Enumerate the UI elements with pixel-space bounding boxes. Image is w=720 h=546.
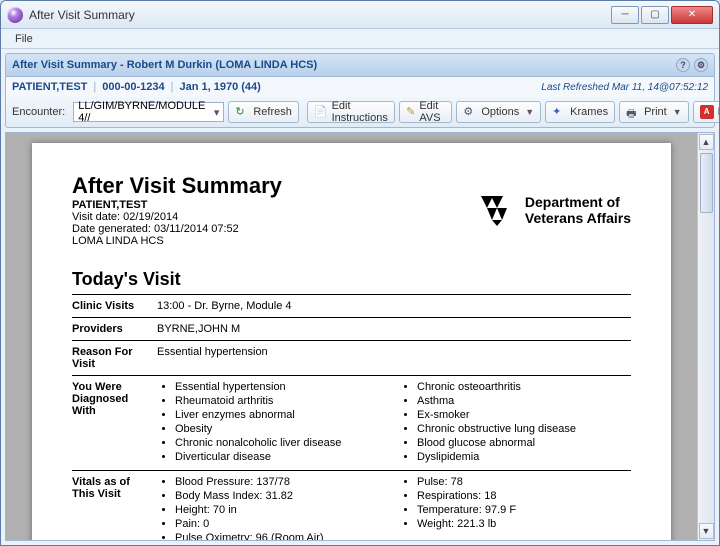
pdf-button[interactable]: A PDF	[693, 101, 719, 123]
facility: LOMA LINDA HCS	[72, 235, 475, 247]
list-item: Pain: 0	[175, 518, 389, 530]
dept-line-1: Department of	[525, 194, 631, 210]
window-buttons: ─ ▢ ✕	[609, 6, 713, 24]
list-item: Chronic obstructive lung disease	[417, 423, 631, 435]
pencil-icon: ✎	[406, 105, 415, 119]
gear-icon: ⚙	[463, 105, 477, 119]
list-item: Ex-smoker	[417, 409, 631, 421]
menu-file[interactable]: File	[7, 31, 41, 47]
patient-dob: Jan 1, 1970 (44)	[179, 81, 260, 93]
maximize-button[interactable]: ▢	[641, 6, 669, 24]
visit-date: Visit date: 02/19/2014	[72, 211, 475, 223]
krames-icon: ✦	[552, 105, 566, 119]
encounter-select[interactable]: LL/GIM/BYRNE/MODULE 4//	[73, 102, 224, 122]
list-item: Height: 70 in	[175, 504, 389, 516]
scroll-up-button[interactable]: ▲	[699, 134, 714, 150]
list-item: Pulse: 78	[417, 476, 631, 488]
diagnosed-right: Chronic osteoarthritis Asthma Ex-smoker Chr…	[399, 381, 631, 465]
scroll-thumb[interactable]	[700, 153, 713, 213]
va-seal-icon	[475, 192, 517, 228]
print-icon: 🖶	[626, 105, 640, 119]
minimize-button[interactable]: ─	[611, 6, 639, 24]
document-viewport[interactable]: After Visit Summary PATIENT,TEST Visit d…	[6, 133, 697, 540]
scrollbar[interactable]: ▲ ▼	[697, 133, 714, 540]
list-item: Blood glucose abnormal	[417, 437, 631, 449]
list-item: Pulse Oximetry: 96 (Room Air)	[175, 532, 389, 540]
last-refreshed: Last Refreshed Mar 11, 14@07:52:12	[541, 82, 708, 93]
note-icon: 📄	[314, 105, 328, 119]
app-body: After Visit Summary - Robert M Durkin (L…	[1, 49, 719, 545]
vitals-right: Pulse: 78 Respirations: 18 Temperature: 97…	[399, 476, 631, 540]
settings-icon[interactable]: ⚙	[694, 58, 708, 72]
close-button[interactable]: ✕	[671, 6, 713, 24]
page-title: After Visit Summary	[72, 173, 475, 199]
toolbar: Encounter: LL/GIM/BYRNE/MODULE 4// ↻ Ref…	[5, 97, 715, 128]
date-generated: Date generated: 03/11/2014 07:52	[72, 223, 475, 235]
row-diagnosed: You Were Diagnosed With Essential hypert…	[72, 375, 631, 470]
list-item: Diverticular disease	[175, 451, 389, 463]
patient-name: PATIENT,TEST	[12, 81, 87, 93]
patient-bar: PATIENT,TEST | 000-00-1234 | Jan 1, 1970…	[5, 77, 715, 97]
doc-patient-name: PATIENT,TEST	[72, 199, 475, 211]
vitals-left: Blood Pressure: 137/78 Body Mass Index: 3…	[157, 476, 389, 540]
menubar: File	[1, 29, 719, 49]
pdf-icon: A	[700, 105, 714, 119]
dept-line-2: Veterans Affairs	[525, 210, 631, 226]
refresh-icon: ↻	[235, 105, 249, 119]
list-item: Asthma	[417, 395, 631, 407]
list-item: Rheumatoid arthritis	[175, 395, 389, 407]
document-header-title: After Visit Summary - Robert M Durkin (L…	[12, 59, 317, 71]
list-item: Temperature: 97.9 F	[417, 504, 631, 516]
row-clinic-visits: Clinic Visits 13:00 - Dr. Byrne, Module …	[72, 294, 631, 317]
list-item: Liver enzymes abnormal	[175, 409, 389, 421]
list-item: Blood Pressure: 137/78	[175, 476, 389, 488]
list-item: Chronic osteoarthritis	[417, 381, 631, 393]
options-button[interactable]: ⚙ Options ▼	[456, 101, 541, 123]
va-logo: Department of Veterans Affairs	[475, 173, 631, 247]
list-item: Body Mass Index: 31.82	[175, 490, 389, 502]
row-reason: Reason For Visit Essential hypertension	[72, 340, 631, 375]
app-icon	[7, 7, 23, 23]
edit-avs-button[interactable]: ✎ Edit AVS	[399, 101, 452, 123]
list-item: Respirations: 18	[417, 490, 631, 502]
document-page: After Visit Summary PATIENT,TEST Visit d…	[32, 143, 671, 540]
titlebar: After Visit Summary ─ ▢ ✕	[1, 1, 719, 29]
list-item: Dyslipidemia	[417, 451, 631, 463]
encounter-value: LL/GIM/BYRNE/MODULE 4//	[78, 100, 205, 124]
list-item: Chronic nonalcoholic liver disease	[175, 437, 389, 449]
edit-instructions-button[interactable]: 📄 Edit Instructions	[307, 101, 395, 123]
patient-ssn: 000-00-1234	[102, 81, 164, 93]
diagnosed-left: Essential hypertension Rheumatoid arthrit…	[157, 381, 389, 465]
row-providers: Providers BYRNE,JOHN M	[72, 317, 631, 340]
app-window: After Visit Summary ─ ▢ ✕ File After Vis…	[0, 0, 720, 546]
document-header-bar: After Visit Summary - Robert M Durkin (L…	[5, 53, 715, 77]
section-todays-visit: Today's Visit	[72, 269, 631, 290]
chevron-down-icon: ▼	[673, 107, 682, 117]
scroll-down-button[interactable]: ▼	[699, 523, 714, 539]
encounter-label: Encounter:	[12, 106, 65, 118]
list-item: Essential hypertension	[175, 381, 389, 393]
list-item: Weight: 221.3 lb	[417, 518, 631, 530]
help-icon[interactable]: ?	[676, 58, 690, 72]
list-item: Obesity	[175, 423, 389, 435]
row-vitals: Vitals as of This Visit Blood Pressure: …	[72, 470, 631, 540]
document-area: After Visit Summary PATIENT,TEST Visit d…	[5, 132, 715, 541]
chevron-down-icon: ▼	[525, 107, 534, 117]
refresh-button[interactable]: ↻ Refresh	[228, 101, 299, 123]
print-button[interactable]: 🖶 Print ▼	[619, 101, 689, 123]
krames-button[interactable]: ✦ Krames	[545, 101, 615, 123]
titlebar-title: After Visit Summary	[29, 8, 609, 22]
